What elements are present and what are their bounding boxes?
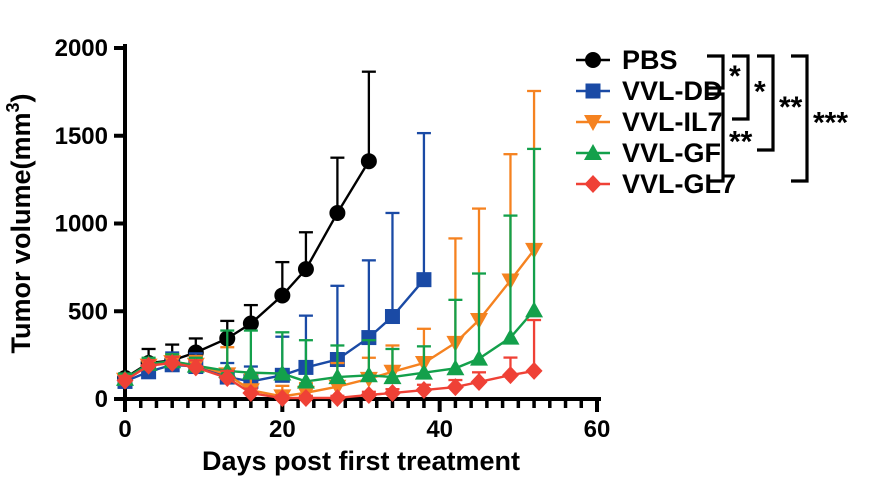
legend-label-pbs: PBS [622,45,678,75]
x-axis-title: Days post first treatment [202,446,520,476]
legend-label-vvl-gf: VVL-GF [622,138,721,168]
marker-vvl-gl7 [140,356,158,375]
marker-vvl-gl7 [163,354,181,373]
x-tick-label: 60 [584,416,611,443]
y-tick-label: 500 [68,298,108,325]
marker-pbs [329,204,346,221]
y-tick-label: 2000 [55,35,108,62]
x-tick-label: 0 [118,416,131,443]
marker-pbs [297,261,314,278]
y-axis-title: Tumor volume(mm3) [3,93,36,353]
marker-vvl-gf [383,368,402,385]
legend-label-vvl-gl7: VVL-GL7 [622,169,736,199]
x-tick-label: 20 [269,416,296,443]
marker-vvl-gl7 [218,368,236,387]
legend-item-vvl-il7: VVL-IL7 [576,107,723,137]
marker-vvl-gl7 [116,371,134,390]
marker-vvl-gl7 [525,361,543,380]
marker-vvl-gf [273,364,292,381]
marker-vvl-gf [241,363,260,380]
significance-label: * [754,76,766,109]
marker-vvl-gl7 [328,388,346,407]
marker-pbs [242,315,259,332]
significance-bracket-vvl-dd-vs-vvl-gl7: ** [707,92,753,183]
marker-vvl-gl7 [470,372,488,391]
marker-vvl-gf [328,368,347,385]
marker-vvl-gf [501,328,520,345]
marker-vvl-gl7 [415,381,433,400]
series-vvl-dd [117,131,432,389]
marker-vvl-gl7 [501,366,519,385]
significance-bracket-pbs-vs-vvl-il7: * [732,54,766,121]
x-tick-label: 40 [426,416,453,443]
significance-label: *** [813,107,848,140]
bracket-line [732,54,750,121]
y-tick-label: 0 [95,386,108,413]
bracket-line [707,54,725,90]
legend-diamond-icon [584,175,602,193]
significance-label: * [729,60,741,93]
series-line-vvl-gl7 [124,361,535,400]
significance-bracket-pbs-vs-vvl-gf: ** [757,54,803,152]
y-tick-label: 1500 [55,123,108,150]
marker-vvl-gl7 [446,378,464,397]
significance-bracket-pbs-vs-vvl-dd: * [707,54,741,93]
significance-label: ** [779,91,803,124]
legend-square-icon [585,83,601,99]
legend-item-pbs: PBS [576,45,678,75]
series-line-vvl-gf [124,309,535,383]
bracket-line [791,54,809,183]
marker-vvl-gl7 [187,358,205,377]
legend-item-vvl-gf: VVL-GF [576,138,721,168]
y-tick-label: 1000 [55,211,108,238]
axes: 0 500 1000 1500 2000 0 20 40 60 Days post first t… [3,35,610,476]
marker-vvl-gl7 [297,388,315,407]
marker-pbs [360,153,377,170]
bracket-line [707,92,725,183]
legend-label-vvl-il7: VVL-IL7 [622,107,723,137]
marker-vvl-gl7 [383,384,401,403]
marker-pbs [274,287,291,304]
marker-vvl-gf [296,372,315,389]
significance-bracket-pbs-vs-vvl-gl7: *** [791,54,848,183]
significance-brackets: * * ** ***** [707,54,848,183]
legend-circle-icon [585,52,601,68]
bracket-line [757,54,775,152]
series-vvl-gl7 [116,318,543,408]
legend-triangle-down-icon [584,115,602,131]
marker-vvl-gf [470,349,488,366]
marker-vvl-gl7 [242,384,260,403]
marker-vvl-dd [384,309,400,325]
marker-vvl-gl7 [273,389,291,408]
marker-vvl-gf [525,301,544,318]
marker-vvl-gf [359,366,378,383]
legend-item-vvl-dd: VVL-DD [576,76,723,106]
series-line-vvl-il7 [124,249,536,398]
legend-triangle-up-icon [584,144,602,160]
marker-vvl-gf [414,363,433,380]
significance-label: ** [729,126,753,159]
marker-vvl-dd [416,272,432,288]
marker-vvl-gf [446,359,465,376]
legend-label-vvl-dd: VVL-DD [622,76,723,106]
legend-item-vvl-gl7: VVL-GL7 [576,169,736,199]
marker-vvl-gl7 [360,385,378,404]
